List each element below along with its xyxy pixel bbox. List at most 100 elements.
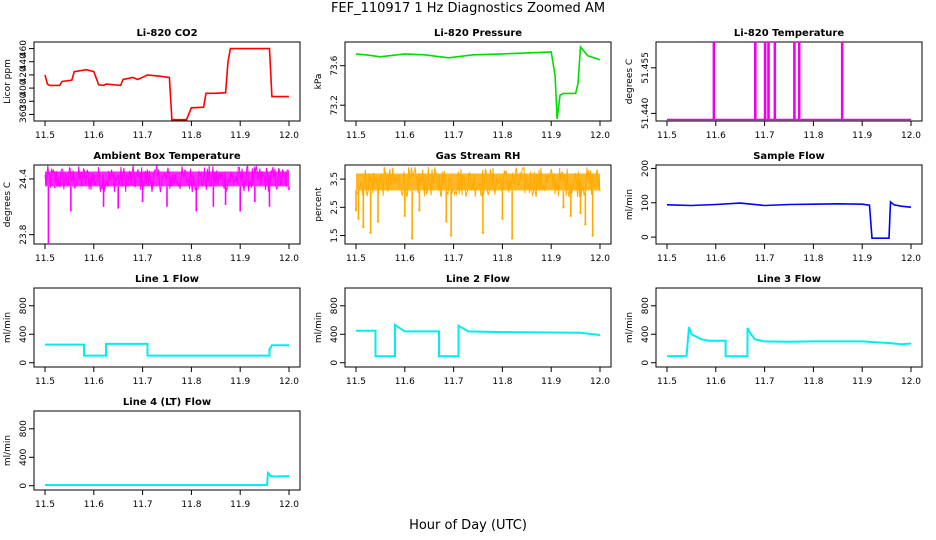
plot-frame — [655, 287, 923, 368]
y-tick-label: 51.440 — [641, 97, 651, 129]
x-tick-label: 11.7 — [133, 377, 153, 387]
plot-frame — [655, 164, 923, 245]
data-point — [449, 234, 453, 237]
x-tick-label: 12.0 — [901, 377, 921, 387]
y-tick-label: 800 — [330, 297, 340, 314]
x-tick-label: 11.6 — [395, 131, 415, 141]
y-tick-label: 800 — [19, 297, 29, 314]
chart-panel-6: Sample Flow ml/min 11.5 11.6 11.7 11.8 11.9 12.… — [625, 151, 923, 264]
x-tick-label: 11.7 — [755, 377, 775, 387]
panel-title: Line 4 (LT) Flow — [123, 397, 211, 408]
y-tick-label: 200 — [641, 160, 651, 177]
data-point — [579, 211, 582, 215]
plot-frame — [33, 287, 301, 368]
y-tick-label: 73.2 — [330, 95, 340, 115]
x-tick-label: 11.9 — [852, 377, 872, 387]
x-tick-label: 11.6 — [84, 131, 104, 141]
y-tick-label: 0 — [19, 483, 29, 489]
series-line-1 — [355, 44, 601, 120]
chart-panel-3: Li-820 Temperature degrees C 11.5 11.6 11.7 1… — [625, 28, 923, 141]
x-tick-label: 11.8 — [803, 254, 823, 264]
data-point — [584, 223, 587, 226]
panel-title: Ambient Box Temperature — [93, 151, 240, 162]
x-tick-label: 11.7 — [755, 254, 775, 264]
plot-frame — [33, 164, 301, 245]
series-line-1 — [666, 200, 912, 239]
x-tick-label: 11.8 — [492, 131, 512, 141]
panel-title: Line 3 Flow — [757, 274, 821, 285]
x-tick-label: 11.7 — [133, 254, 153, 264]
chart-panel-2: Li-820 Pressure kPa 11.5 11.6 11.7 11.8 11.9 12… — [314, 28, 612, 141]
data-point — [403, 214, 406, 217]
data-point — [481, 231, 485, 234]
plot-frame — [33, 410, 301, 491]
y-axis-label: degrees C — [625, 59, 635, 104]
x-tick-label: 11.6 — [706, 254, 726, 264]
x-tick-label: 11.9 — [541, 131, 561, 141]
chart-panel-8: Line 2 Flow ml/min 11.5 11.6 11.7 11.8 11.9 12.… — [314, 274, 612, 387]
data-point — [418, 208, 421, 212]
y-tick-label: 440 — [19, 53, 29, 70]
y-tick-label: 400 — [19, 448, 29, 465]
data-point — [501, 217, 504, 220]
series-line-1 — [667, 41, 911, 121]
y-tick-label: 400 — [330, 325, 340, 342]
data-point — [376, 220, 380, 223]
x-tick-label: 11.8 — [181, 254, 201, 264]
x-tick-label: 11.9 — [541, 254, 561, 264]
data-point — [354, 208, 358, 212]
x-tick-label: 12.0 — [279, 500, 299, 510]
series-line-1 — [666, 326, 912, 358]
y-tick-label: 400 — [19, 325, 29, 342]
panel-title: Line 1 Flow — [135, 274, 199, 285]
x-tick-label: 11.9 — [852, 254, 872, 264]
plot-frame — [344, 164, 612, 245]
x-tick-label: 11.8 — [803, 131, 823, 141]
series-line-1 — [45, 470, 290, 486]
y-axis-label: degrees C — [3, 182, 13, 227]
series-line-1 — [44, 47, 289, 121]
data-point — [362, 225, 365, 229]
y-tick-label: 2.5 — [330, 200, 340, 214]
x-tick-label: 12.0 — [279, 131, 299, 141]
x-tick-label: 11.7 — [755, 131, 775, 141]
x-tick-label: 11.6 — [84, 377, 104, 387]
y-tick-label: 0 — [641, 360, 651, 366]
x-tick-label: 11.9 — [230, 500, 250, 510]
plot-frame — [344, 287, 612, 368]
y-tick-label: 51.455 — [641, 52, 651, 84]
plot-frame — [344, 41, 612, 122]
x-tick-label: 11.7 — [133, 500, 153, 510]
y-tick-label: 1.5 — [330, 228, 340, 242]
chart-panel-10: Line 4 (LT) Flow ml/min 11.5 11.6 11.7 11.8 11… — [3, 397, 301, 510]
plot-frame — [33, 41, 301, 122]
x-tick-label: 11.8 — [181, 377, 201, 387]
x-tick-label: 11.9 — [852, 131, 872, 141]
x-tick-label: 12.0 — [590, 254, 610, 264]
y-tick-label: 73.6 — [330, 55, 340, 75]
x-tick-label: 11.7 — [444, 377, 464, 387]
x-tick-label: 12.0 — [590, 131, 610, 141]
x-tick-label: 11.8 — [181, 500, 201, 510]
x-tick-label: 11.6 — [706, 377, 726, 387]
x-tick-label: 11.8 — [803, 377, 823, 387]
chart-panel-7: Line 1 Flow ml/min 11.5 11.6 11.7 11.8 11.9 12.… — [3, 274, 301, 387]
x-tick-label: 11.6 — [84, 254, 104, 264]
panel-title: Gas Stream RH — [436, 151, 521, 162]
panel-title: Sample Flow — [753, 151, 825, 162]
x-tick-label: 11.5 — [657, 254, 677, 264]
y-axis-label: ml/min — [3, 312, 13, 343]
x-tick-label: 11.9 — [230, 131, 250, 141]
y-axis-label: ml/min — [314, 312, 324, 343]
x-tick-label: 11.5 — [657, 377, 677, 387]
data-point — [510, 237, 514, 240]
chart-panel-4: Ambient Box Temperature degrees C 11.5 11.6… — [3, 151, 301, 264]
x-tick-label: 11.6 — [395, 254, 415, 264]
x-tick-label: 12.0 — [279, 254, 299, 264]
data-point — [445, 220, 448, 223]
x-tick-label: 11.5 — [35, 377, 55, 387]
y-tick-label: 0 — [19, 360, 29, 366]
x-tick-label: 11.5 — [346, 377, 366, 387]
y-tick-label: 24.4 — [19, 169, 29, 189]
data-point — [369, 231, 372, 234]
